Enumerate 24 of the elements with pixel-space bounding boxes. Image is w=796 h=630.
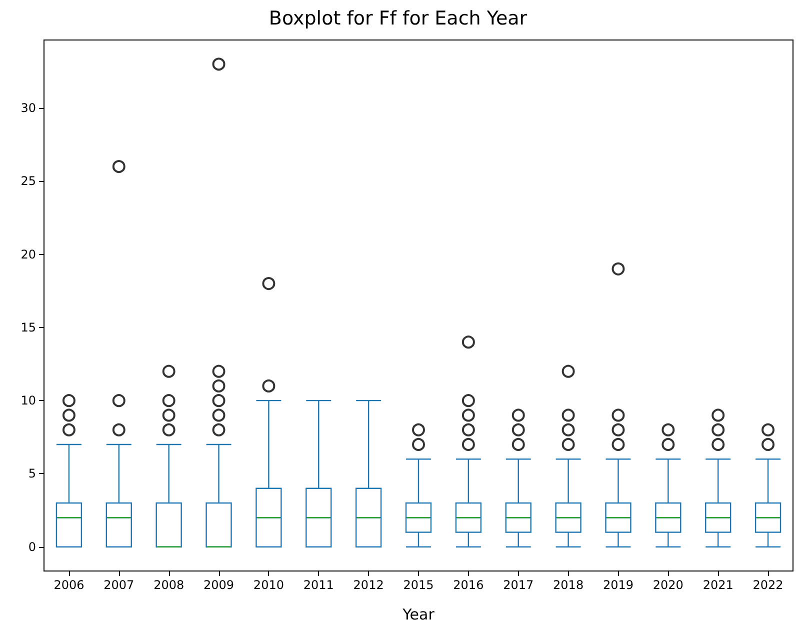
chart-title: Boxplot for Ff for Each Year bbox=[268, 8, 528, 30]
x-tick-label: 2022 bbox=[752, 578, 784, 592]
x-tick-label: 2008 bbox=[154, 578, 184, 592]
x-tick-label: 2015 bbox=[403, 578, 434, 592]
x-tick-label: 2019 bbox=[602, 578, 634, 592]
x-tick-label: 2021 bbox=[702, 578, 734, 592]
y-tick-label: 0 bbox=[28, 540, 36, 554]
x-tick-label: 2018 bbox=[553, 578, 584, 592]
x-tick-label: 2006 bbox=[54, 578, 84, 592]
x-axis-title: Year bbox=[402, 606, 436, 624]
x-tick-label: 2016 bbox=[453, 578, 484, 592]
y-tick-label: 10 bbox=[20, 394, 36, 408]
y-tick-label: 15 bbox=[20, 320, 36, 334]
x-tick-label: 2020 bbox=[652, 578, 684, 592]
y-tick-label: 25 bbox=[20, 174, 36, 188]
y-tick-label: 5 bbox=[28, 466, 36, 481]
y-tick-label: 30 bbox=[20, 101, 36, 116]
y-tick-label: 20 bbox=[20, 247, 36, 262]
x-tick-label: 2010 bbox=[253, 578, 284, 592]
x-tick-label: 2009 bbox=[203, 578, 234, 592]
x-tick-label: 2007 bbox=[104, 578, 134, 592]
x-tick-label: 2017 bbox=[503, 578, 534, 592]
x-tick-label: 2011 bbox=[303, 578, 334, 592]
x-tick-label: 2012 bbox=[353, 578, 384, 592]
